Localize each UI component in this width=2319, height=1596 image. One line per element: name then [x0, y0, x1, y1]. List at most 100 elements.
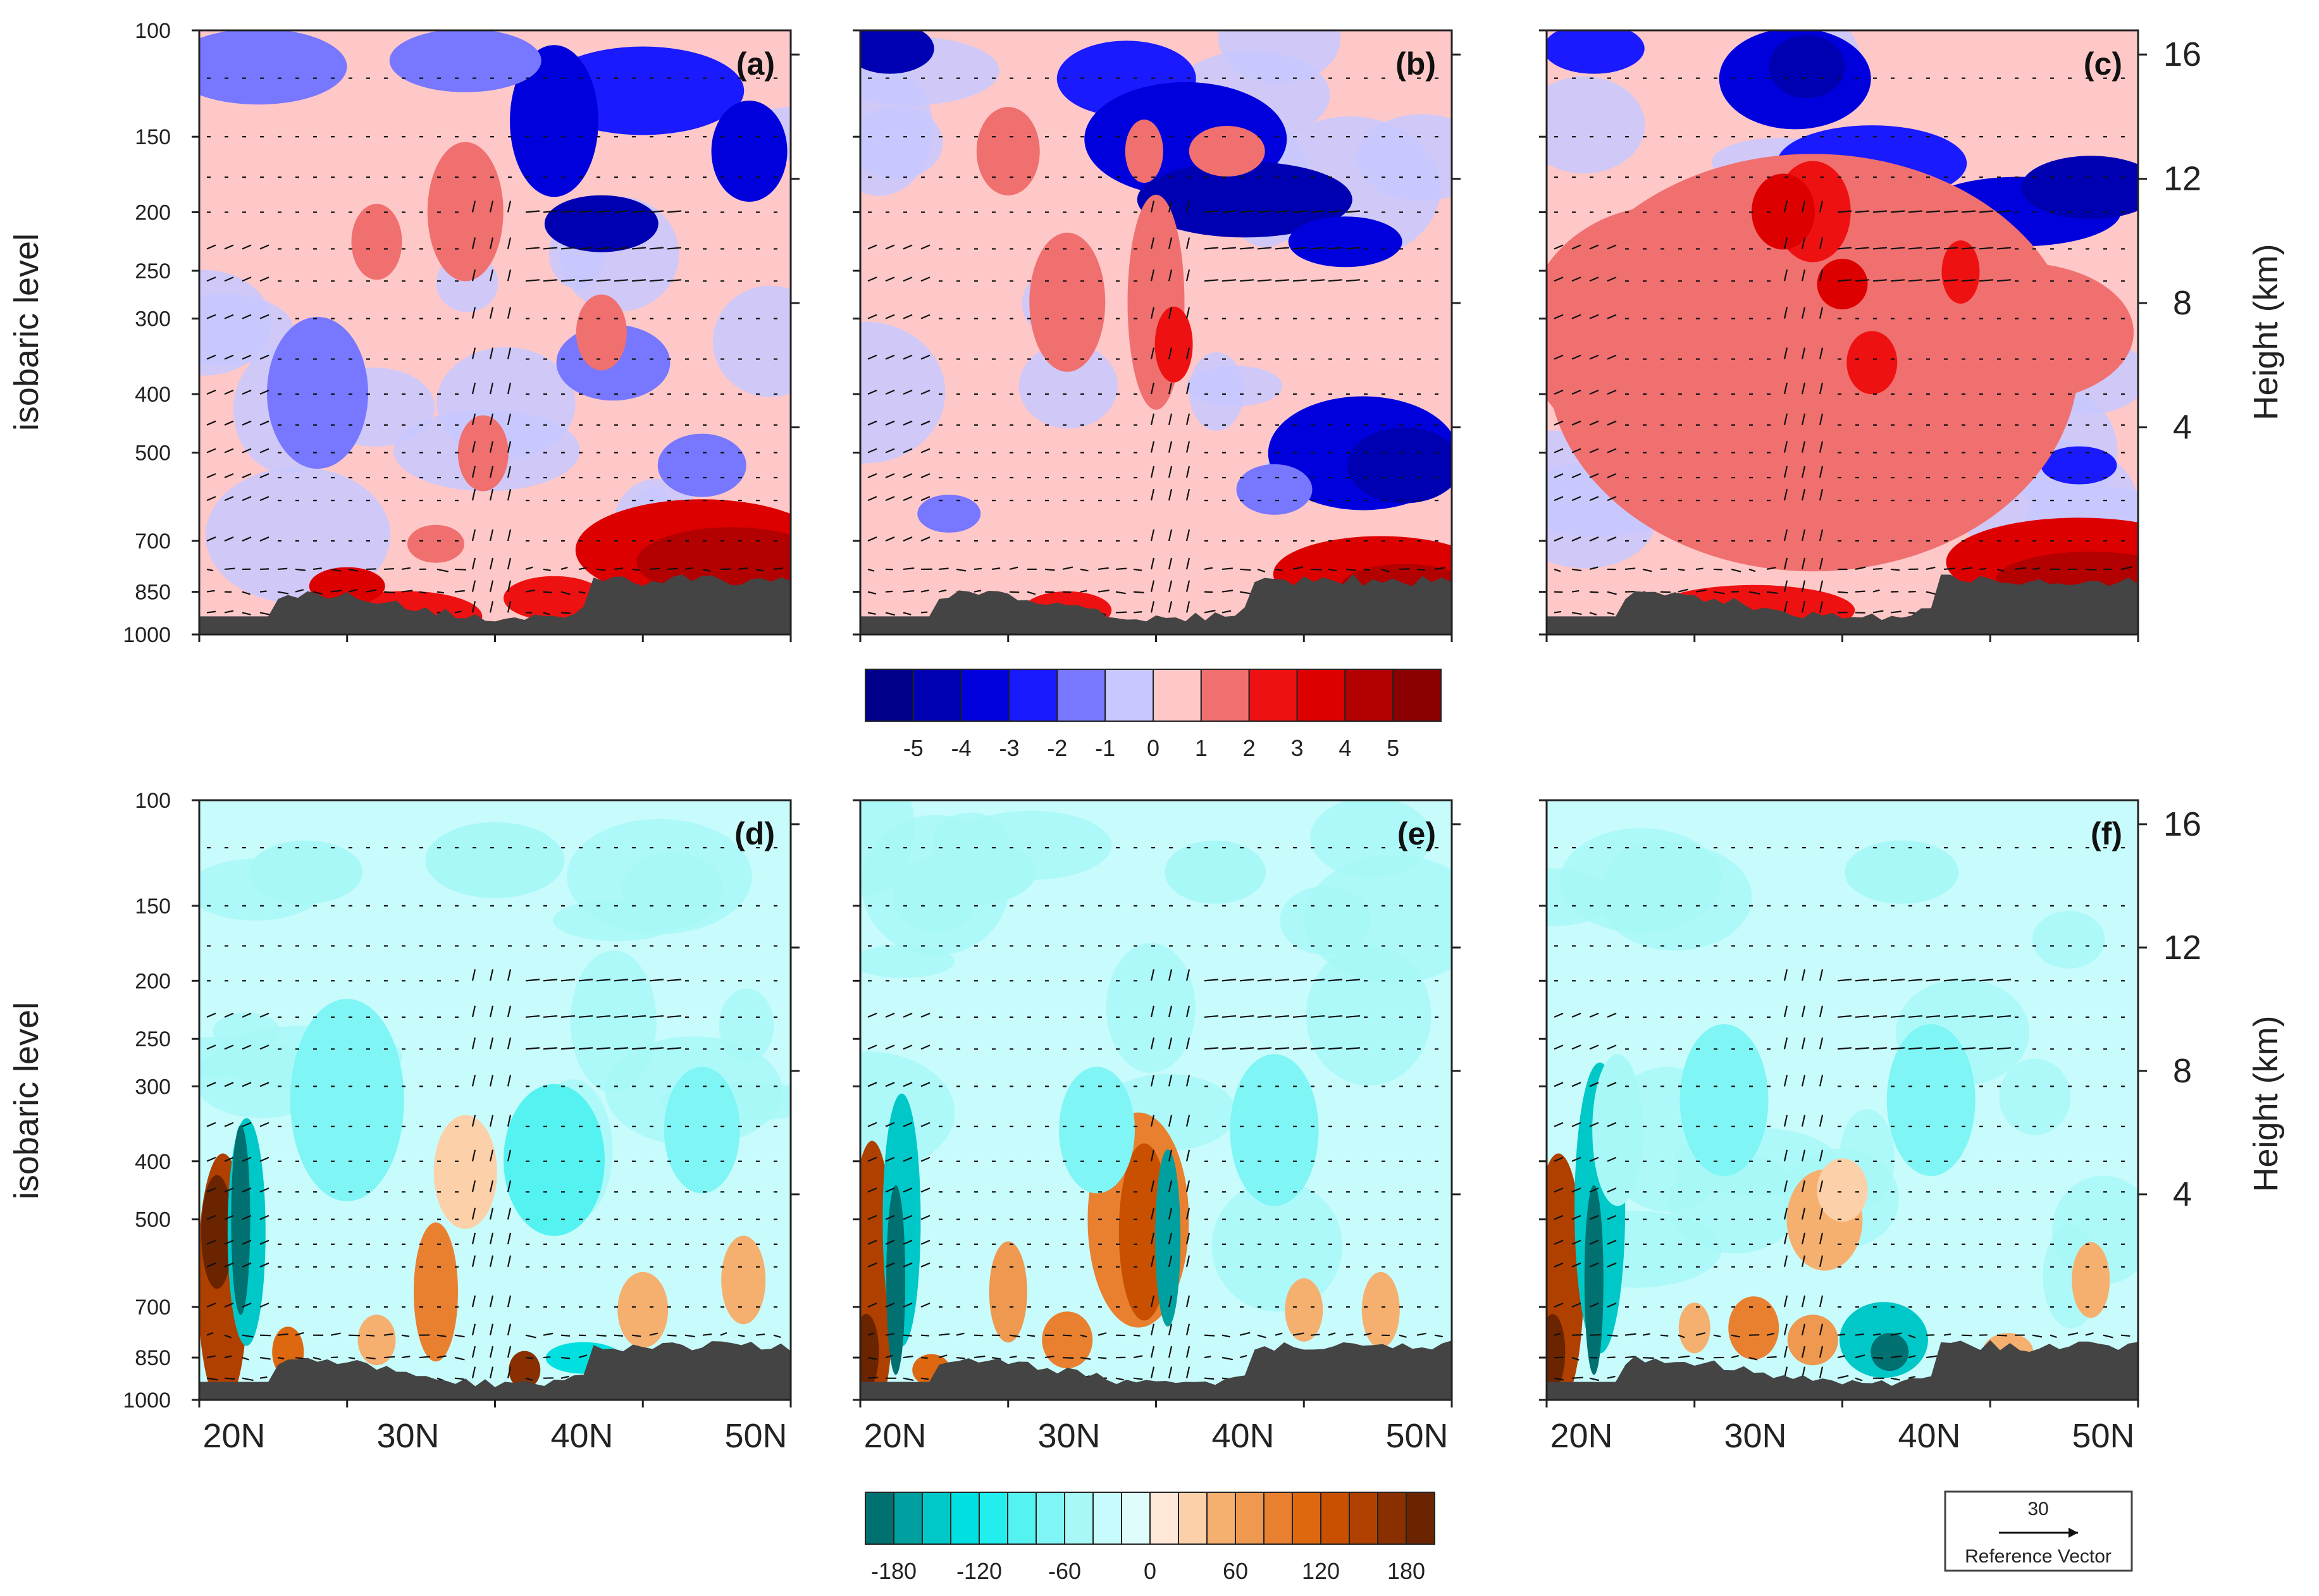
- wind-arrow: [242, 1156, 252, 1162]
- wind-arrow: [1926, 279, 1941, 282]
- wind-arrow: [507, 466, 512, 478]
- wind-arrow: [649, 1047, 664, 1050]
- wind-arrow: [224, 448, 234, 454]
- wind-arrow: [489, 580, 494, 592]
- colorbar-swatch: [1036, 1492, 1065, 1545]
- wind-arrow: [1872, 610, 1884, 614]
- wind-arrow: [206, 1187, 216, 1193]
- wind-arrow: [631, 568, 640, 571]
- wind-arrow: [1150, 1115, 1155, 1127]
- wind-arrow: [1150, 1323, 1155, 1335]
- wind-arrow: [1150, 529, 1155, 541]
- wind-arrow: [1589, 612, 1597, 616]
- wind-arrow: [1996, 210, 2012, 213]
- colorbar-label: -60: [1048, 1558, 1081, 1584]
- field-blob: [249, 840, 363, 904]
- wind-arrow: [2050, 1334, 2057, 1339]
- x-tick-label: 50N: [2072, 1417, 2134, 1455]
- wind-arrow: [1345, 1047, 1361, 1050]
- wind-arrow: [206, 1332, 214, 1336]
- wind-arrow: [471, 1180, 476, 1192]
- wind-arrow: [867, 420, 877, 426]
- wind-arrow: [2032, 1334, 2043, 1338]
- wind-arrow: [489, 529, 494, 541]
- wind-arrow: [507, 347, 512, 359]
- wind-arrow: [1678, 1334, 1685, 1339]
- wind-arrow: [1819, 580, 1824, 592]
- wind-arrow: [206, 568, 214, 572]
- wind-arrow: [614, 210, 629, 213]
- wind-arrow: [1961, 1047, 1976, 1050]
- wind-arrow: [1801, 1075, 1806, 1087]
- field-blob: [976, 107, 1040, 195]
- colorbar-swatch: [1320, 1492, 1350, 1545]
- wind-arrow: [631, 1334, 641, 1337]
- wind-arrow: [702, 568, 711, 572]
- wind-arrow: [885, 244, 895, 250]
- wind-vectors: [206, 77, 783, 616]
- wind-arrow: [1624, 1333, 1636, 1336]
- colorbar-swatch: [960, 669, 1010, 722]
- wind-arrow: [1855, 590, 1865, 593]
- wind-arrow: [1607, 1239, 1617, 1245]
- field-blob: [425, 822, 565, 898]
- y-tick-label: 100: [135, 19, 171, 43]
- wind-arrow: [1009, 1334, 1020, 1338]
- wind-arrow: [1239, 1332, 1251, 1336]
- wind-arrow: [277, 591, 289, 595]
- wind-arrow: [471, 1345, 476, 1358]
- wind-arrow: [1027, 1334, 1036, 1337]
- reference-vector-value: 30: [2027, 1499, 2048, 1519]
- colorbar-label: 0: [1144, 1558, 1156, 1584]
- wind-arrow: [1872, 979, 1888, 982]
- wind-arrow: [1009, 1356, 1017, 1359]
- height-axis-title-bottom: Height (km): [2247, 1015, 2285, 1192]
- wind-arrow: [1801, 1345, 1806, 1358]
- field-blob: [721, 1235, 766, 1325]
- wind-arrow: [560, 210, 576, 213]
- wind-arrow: [1571, 1122, 1581, 1127]
- wind-arrow: [1554, 314, 1564, 319]
- wind-arrow: [1168, 1295, 1173, 1308]
- wind-arrow: [1150, 466, 1155, 478]
- field-blob: [1787, 1315, 1838, 1366]
- x-tick-label: 50N: [1385, 1417, 1448, 1455]
- wind-arrow: [1607, 612, 1615, 616]
- panel-label: (a): [736, 46, 775, 82]
- wind-arrow: [1275, 568, 1283, 571]
- wind-arrow: [1783, 969, 1788, 981]
- wind-arrow: [471, 413, 476, 426]
- wind-arrow: [1115, 1377, 1124, 1381]
- wind-arrow: [578, 247, 593, 250]
- colorbar-swatch: [1206, 1492, 1236, 1545]
- wind-arrow: [489, 237, 494, 249]
- colorbar-swatch: [865, 669, 914, 722]
- wind-arrow: [867, 536, 877, 542]
- field-blob: [1817, 259, 1868, 310]
- wind-arrow: [401, 1334, 410, 1337]
- x-tick-label: 50N: [724, 1417, 787, 1455]
- wind-arrow: [1695, 1357, 1704, 1360]
- wind-arrow: [1204, 279, 1219, 282]
- wind-arrow: [596, 568, 606, 571]
- field-blob: [1042, 1311, 1093, 1369]
- wind-arrow: [224, 1012, 234, 1018]
- wind-arrow: [1345, 210, 1361, 213]
- wind-arrow: [1168, 1323, 1173, 1335]
- wind-arrow: [1801, 201, 1806, 213]
- wind-arrow: [1221, 247, 1237, 250]
- wind-arrow: [1571, 1044, 1581, 1050]
- wind-arrow: [1150, 201, 1155, 213]
- wind-arrow: [1571, 1215, 1581, 1220]
- wind-arrow: [1168, 347, 1173, 359]
- wind-arrow: [1168, 382, 1173, 395]
- wind-arrow: [1855, 1047, 1870, 1050]
- field-blob: [922, 840, 1036, 904]
- wind-arrow: [348, 588, 358, 593]
- wind-arrow: [974, 590, 982, 593]
- wind-arrow: [1292, 1332, 1304, 1336]
- panel-label: (b): [1395, 46, 1436, 82]
- wind-arrow: [1819, 269, 1824, 281]
- wind-arrow: [259, 1082, 269, 1087]
- wind-arrow: [1908, 1047, 1923, 1050]
